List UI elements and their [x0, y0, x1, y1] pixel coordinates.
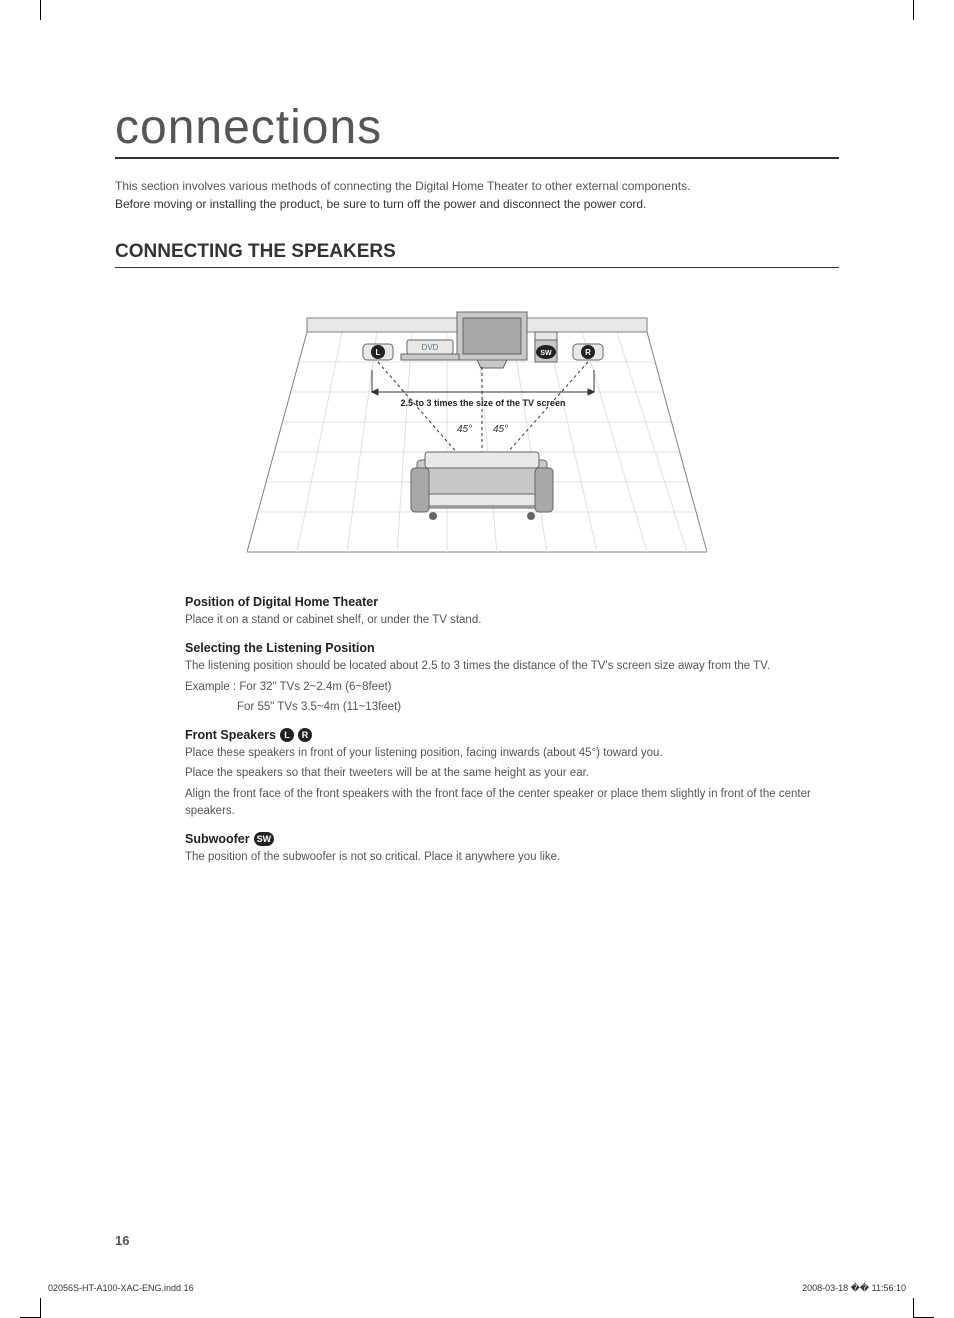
content-body: Position of Digital Home Theater Place i… [115, 595, 839, 866]
tv-icon [457, 312, 527, 368]
front-line-3: Align the front face of the front speake… [185, 786, 839, 821]
listening-line-2: Example : For 32" TVs 2~2.4m (6~8feet) [185, 679, 839, 696]
r-badge-icon: R [298, 728, 312, 742]
front-line-2: Place the speakers so that their tweeter… [185, 765, 839, 782]
floor-grid [259, 332, 695, 552]
page-title: connections [115, 100, 839, 159]
dvd-label: DVD [422, 343, 439, 352]
intro-line-2: Before moving or installing the product,… [115, 195, 839, 213]
sw-badge-icon: SW [536, 345, 556, 359]
sw-badge-icon: SW [254, 832, 275, 846]
intro-line-1: This section involves various methods of… [115, 177, 839, 195]
listening-line-1: The listening position should be located… [185, 658, 839, 675]
svg-text:L: L [376, 348, 381, 357]
svg-text:SW: SW [540, 350, 552, 357]
front-heading-text: Front Speakers [185, 728, 276, 742]
left-speaker-icon: L [363, 344, 393, 360]
section-heading: CONNECTING THE SPEAKERS [115, 241, 839, 268]
listening-heading-text: Selecting the Listening Position [185, 641, 375, 655]
subwoofer-heading: Subwoofer SW [185, 832, 839, 846]
page: connections This section involves variou… [0, 0, 954, 1318]
angle-lines [378, 362, 588, 462]
l-badge-icon: L [280, 728, 294, 742]
footer-left: 02056S-HT-A100-XAC-ENG.indd 16 [48, 1283, 194, 1294]
svg-text:R: R [585, 348, 591, 357]
couch-icon [411, 452, 553, 520]
sub-heading-text: Subwoofer [185, 832, 250, 846]
subwoofer-body: The position of the subwoofer is not so … [185, 849, 839, 866]
listening-heading: Selecting the Listening Position [185, 641, 839, 655]
angle-left-label: 45° [457, 424, 472, 435]
front-speakers-heading: Front Speakers L R [185, 728, 839, 742]
position-heading-text: Position of Digital Home Theater [185, 595, 378, 609]
floor-outline [247, 332, 707, 552]
right-speaker-icon: R [573, 344, 603, 360]
footer-right: 2008-03-18 �� 11:56:10 [802, 1283, 906, 1294]
listening-line-3: For 55" TVs 3.5~4m (11~13feet) [185, 699, 839, 716]
print-footer: 02056S-HT-A100-XAC-ENG.indd 16 2008-03-1… [48, 1283, 906, 1294]
front-line-1: Place these speakers in front of your li… [185, 745, 839, 762]
angle-right-label: 45° [493, 424, 508, 435]
diagram-svg: DVD SW L R [247, 292, 707, 562]
position-body: Place it on a stand or cabinet shelf, or… [185, 612, 839, 629]
position-heading: Position of Digital Home Theater [185, 595, 839, 609]
speaker-layout-diagram: DVD SW L R [115, 292, 839, 567]
page-number: 16 [115, 1233, 129, 1248]
distance-label: 2.5 to 3 times the size of the TV screen [400, 398, 565, 408]
dvd-unit-icon: DVD [401, 340, 459, 360]
